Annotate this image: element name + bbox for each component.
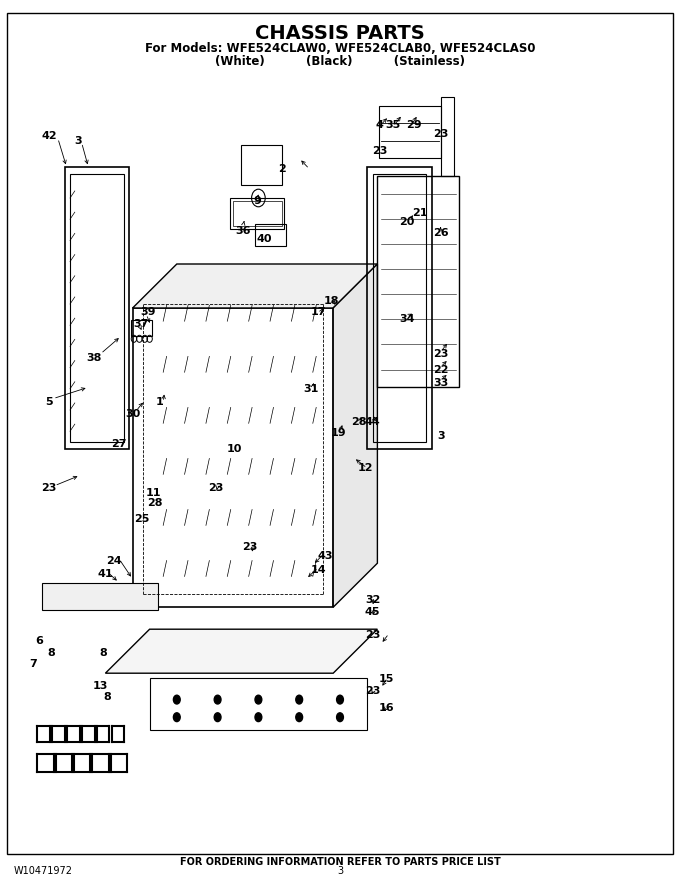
Text: For Models: WFE524CLAW0, WFE524CLAB0, WFE524CLAS0: For Models: WFE524CLAW0, WFE524CLAB0, WF… (145, 42, 535, 55)
Circle shape (296, 695, 303, 704)
Text: 34: 34 (399, 313, 414, 324)
Text: 1: 1 (156, 397, 164, 407)
Text: 9: 9 (253, 195, 261, 206)
Text: 33: 33 (433, 378, 448, 388)
Text: 7: 7 (29, 659, 37, 670)
Text: 19: 19 (331, 428, 346, 438)
Text: 37: 37 (134, 319, 149, 329)
Text: 23: 23 (433, 348, 448, 359)
Text: 20: 20 (399, 216, 414, 227)
Text: 39: 39 (141, 307, 156, 318)
Text: 28: 28 (148, 498, 163, 509)
Text: 25: 25 (134, 514, 149, 524)
Text: 41: 41 (98, 568, 113, 579)
Text: 29: 29 (406, 120, 421, 130)
Text: 12: 12 (358, 463, 373, 473)
Circle shape (173, 713, 180, 722)
Text: 38: 38 (86, 353, 101, 363)
Text: 2: 2 (278, 164, 286, 174)
Text: (White)          (Black)          (Stainless): (White) (Black) (Stainless) (215, 55, 465, 68)
Text: 22: 22 (433, 364, 448, 375)
Text: 23: 23 (365, 630, 380, 641)
Text: CHASSIS PARTS: CHASSIS PARTS (255, 24, 425, 43)
Polygon shape (333, 264, 377, 607)
Bar (230, 198, 284, 229)
Polygon shape (105, 629, 377, 673)
Text: 8: 8 (47, 648, 55, 658)
Bar (133, 308, 333, 607)
Text: 10: 10 (227, 444, 242, 454)
Bar (70, 174, 124, 442)
Bar (255, 224, 286, 246)
Text: 42: 42 (41, 131, 56, 142)
Bar (150, 678, 367, 730)
Text: 3: 3 (437, 430, 445, 441)
Bar (373, 174, 426, 442)
Circle shape (173, 695, 180, 704)
Text: FOR ORDERING INFORMATION REFER TO PARTS PRICE LIST: FOR ORDERING INFORMATION REFER TO PARTS … (180, 857, 500, 868)
Bar (379, 106, 441, 158)
Text: 27: 27 (112, 439, 126, 450)
Text: 45: 45 (365, 606, 380, 617)
Text: 14: 14 (311, 565, 326, 576)
Bar (241, 145, 282, 185)
Bar (367, 167, 432, 449)
Text: 17: 17 (311, 307, 326, 318)
Text: 30: 30 (125, 408, 140, 419)
Text: 8: 8 (103, 692, 112, 702)
Text: 6: 6 (35, 635, 44, 646)
Text: 43: 43 (318, 551, 333, 561)
Text: 31: 31 (304, 384, 319, 394)
Text: 13: 13 (93, 681, 108, 692)
Text: 23: 23 (433, 128, 448, 139)
Polygon shape (133, 264, 377, 308)
Bar (233, 201, 282, 226)
Text: 40: 40 (256, 234, 271, 245)
Text: 18: 18 (324, 296, 339, 306)
Text: 23: 23 (372, 146, 387, 157)
Text: 44: 44 (364, 417, 381, 428)
Text: 28: 28 (352, 417, 367, 428)
Text: 21: 21 (413, 208, 428, 218)
Circle shape (337, 695, 343, 704)
Text: 26: 26 (433, 228, 448, 238)
Circle shape (296, 713, 303, 722)
Circle shape (255, 695, 262, 704)
Text: 11: 11 (146, 488, 160, 498)
Bar (42, 583, 158, 610)
Text: 32: 32 (365, 595, 380, 605)
Circle shape (337, 713, 343, 722)
Circle shape (214, 713, 221, 722)
Circle shape (214, 695, 221, 704)
Bar (65, 167, 129, 449)
Text: W10471972: W10471972 (14, 866, 73, 876)
Text: 35: 35 (386, 120, 401, 130)
Bar (441, 97, 454, 176)
Text: 23: 23 (209, 483, 224, 494)
Text: 16: 16 (379, 703, 394, 714)
Text: 23: 23 (41, 483, 56, 494)
Text: 3: 3 (74, 136, 82, 146)
Text: 23: 23 (365, 686, 380, 696)
Bar (377, 176, 459, 387)
Text: 24: 24 (107, 556, 122, 567)
Bar (131, 320, 152, 336)
Text: 5: 5 (45, 397, 53, 407)
Text: 3: 3 (337, 866, 343, 876)
Text: 4: 4 (375, 120, 384, 130)
Text: 23: 23 (243, 542, 258, 553)
Text: 36: 36 (236, 225, 251, 236)
Text: 8: 8 (99, 648, 107, 658)
Circle shape (255, 713, 262, 722)
Text: 15: 15 (379, 674, 394, 685)
